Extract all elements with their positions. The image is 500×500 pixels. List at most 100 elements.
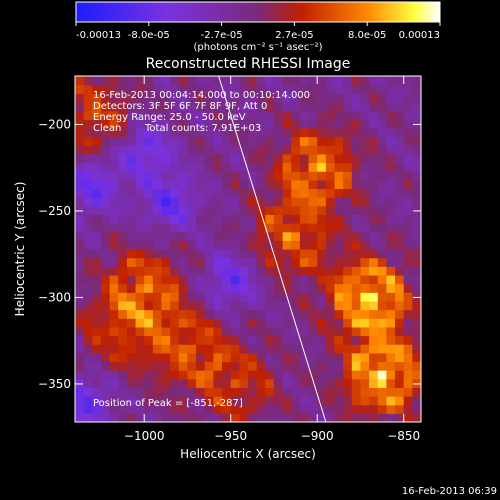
heatmap-cell [109,119,119,129]
heatmap-cell [386,361,396,371]
heatmap-cell [265,127,275,138]
heatmap-cell [369,205,379,215]
heatmap-cell [239,214,249,224]
heatmap-cell [360,257,370,267]
heatmap-cell [334,153,344,164]
heatmap-cell [144,153,154,164]
heatmap-cell [152,249,163,259]
heatmap-cell [412,223,421,233]
heatmap-cell [109,101,119,112]
heatmap-cell [248,153,258,164]
heatmap-cell [222,162,232,172]
heatmap-cell [282,93,292,103]
energy-range: Energy Range: 25.0 - 50.0 keV [93,112,246,123]
heatmap-cell [222,378,232,388]
heatmap-cell [100,145,111,155]
heatmap-cell [239,326,249,337]
heatmap-cell [213,145,223,155]
heatmap-cell [178,223,189,233]
heatmap-cell [92,153,102,164]
heatmap-cell [412,361,421,371]
heatmap-cell [343,240,353,250]
heatmap-cell [395,370,405,380]
heatmap-cell [126,188,137,198]
heatmap-cell [135,162,145,172]
heatmap-cell [403,283,413,293]
heatmap-cell [196,188,206,198]
heatmap-cell [265,110,275,120]
heatmap-cell [403,404,413,414]
heatmap-cell [273,153,284,164]
heatmap-cell [325,223,336,233]
heatmap-cell [239,197,249,207]
heatmap-cell [187,404,197,414]
heatmap-cell [118,413,128,422]
heatmap-cell [248,274,258,285]
heatmap-cell [265,171,275,181]
heatmap-cell [230,249,240,259]
heatmap-cell [83,145,93,155]
heatmap-cell [109,387,119,397]
heatmap-cell [239,162,249,172]
heatmap-cell [144,240,154,250]
heatmap-cell [126,101,137,112]
heatmap-cell [386,309,396,319]
heatmap-cell [100,361,111,371]
heatmap-cell [360,231,370,241]
colorbar-tick-label: 0.00013 [399,30,440,41]
heatmap-cell [75,274,85,285]
heatmap-cell [291,396,301,406]
heatmap-cell [75,292,85,302]
heatmap-cell [343,318,353,328]
heatmap-cell [239,396,249,406]
heatmap-cell [109,249,119,259]
heatmap-cell [144,145,154,155]
heatmap-cell [178,205,189,215]
heatmap-cell [161,326,171,337]
heatmap-cell [386,404,396,414]
heatmap-cell [351,162,362,172]
heatmap-cell [282,257,292,267]
heatmap-cell [291,300,301,311]
heatmap-cell [377,145,387,155]
heatmap-cell [178,370,189,380]
heatmap-cell [118,249,128,259]
heatmap-cell [291,378,301,388]
heatmap-cell [213,136,223,146]
heatmap-cell [178,197,189,207]
heatmap-cell [334,162,344,172]
heatmap-cell [213,283,223,293]
heatmap-cell [213,370,223,380]
heatmap-cell [109,274,119,285]
heatmap-cell [118,162,128,172]
heatmap-cell [196,335,206,345]
heatmap-cell [170,136,180,146]
heatmap-cell [325,370,336,380]
heatmap-cell [83,266,93,276]
heatmap-cell [75,205,85,215]
heatmap-cell [213,318,223,328]
heatmap-cell [351,197,362,207]
heatmap-cell [126,231,137,241]
heatmap-cell [308,387,318,397]
heatmap-cell [403,361,413,371]
heatmap-cell [230,136,240,146]
heatmap-cell [351,240,362,250]
heatmap-cell [144,76,154,86]
heatmap-cell [265,223,275,233]
heatmap-cell [152,318,163,328]
heatmap-cell [230,361,240,371]
heatmap-cell [170,370,180,380]
heatmap-cell [377,300,387,311]
heatmap-cell [395,223,405,233]
heatmap-cell [412,188,421,198]
heatmap-cell [412,387,421,397]
heatmap-cell [395,352,405,363]
heatmap-cell [291,188,301,198]
heatmap-cell [248,387,258,397]
heatmap-cell [83,413,93,422]
heatmap-cell [412,249,421,259]
heatmap-cell [395,171,405,181]
heatmap-cell [369,413,379,422]
heatmap-cell [395,145,405,155]
